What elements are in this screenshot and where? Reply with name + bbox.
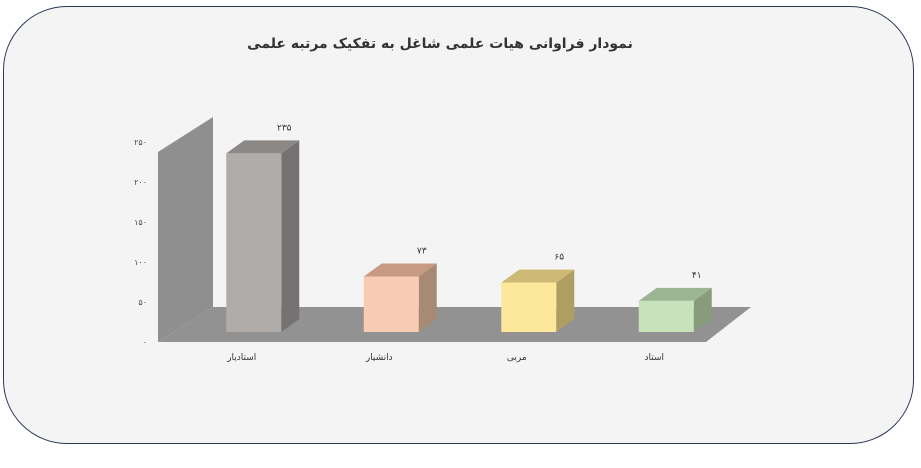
- chart-back-wall: [158, 117, 213, 342]
- bar: [501, 282, 557, 332]
- data-label: ۷۳: [417, 247, 427, 257]
- category-label: استاد: [644, 353, 664, 363]
- bar: [638, 300, 694, 332]
- bar-top: [638, 287, 712, 301]
- bar-top: [501, 269, 575, 283]
- data-label: ۶۵: [554, 253, 564, 263]
- bar-side: [556, 269, 575, 332]
- category-label: استادیار: [226, 353, 256, 363]
- chart-frame: [3, 6, 914, 444]
- bar-side: [693, 287, 712, 332]
- category-label: دانشیار: [365, 353, 393, 363]
- y-tick-label: ۲۰۰: [134, 178, 147, 187]
- data-label: ۴۱: [692, 271, 702, 281]
- y-tick-label: ۲۵۰: [134, 138, 147, 147]
- bar-top: [363, 263, 437, 277]
- bar: [226, 153, 282, 332]
- data-label: ۲۳۵: [277, 123, 292, 133]
- bar-top: [226, 140, 300, 154]
- chart-title: نمودار فراوانی هیات علمی شاغل به تفکیک م…: [247, 36, 633, 52]
- chart-floor: [158, 307, 751, 342]
- bar-side: [281, 140, 300, 332]
- y-tick-label: ۱۵۰: [134, 218, 147, 227]
- y-tick-label: ۰: [143, 338, 147, 347]
- category-label: مربی: [507, 353, 527, 363]
- bar-side: [418, 263, 437, 332]
- y-tick-label: ۱۰۰: [134, 258, 147, 267]
- bar: [363, 276, 419, 332]
- y-tick-label: ۵۰: [138, 298, 147, 307]
